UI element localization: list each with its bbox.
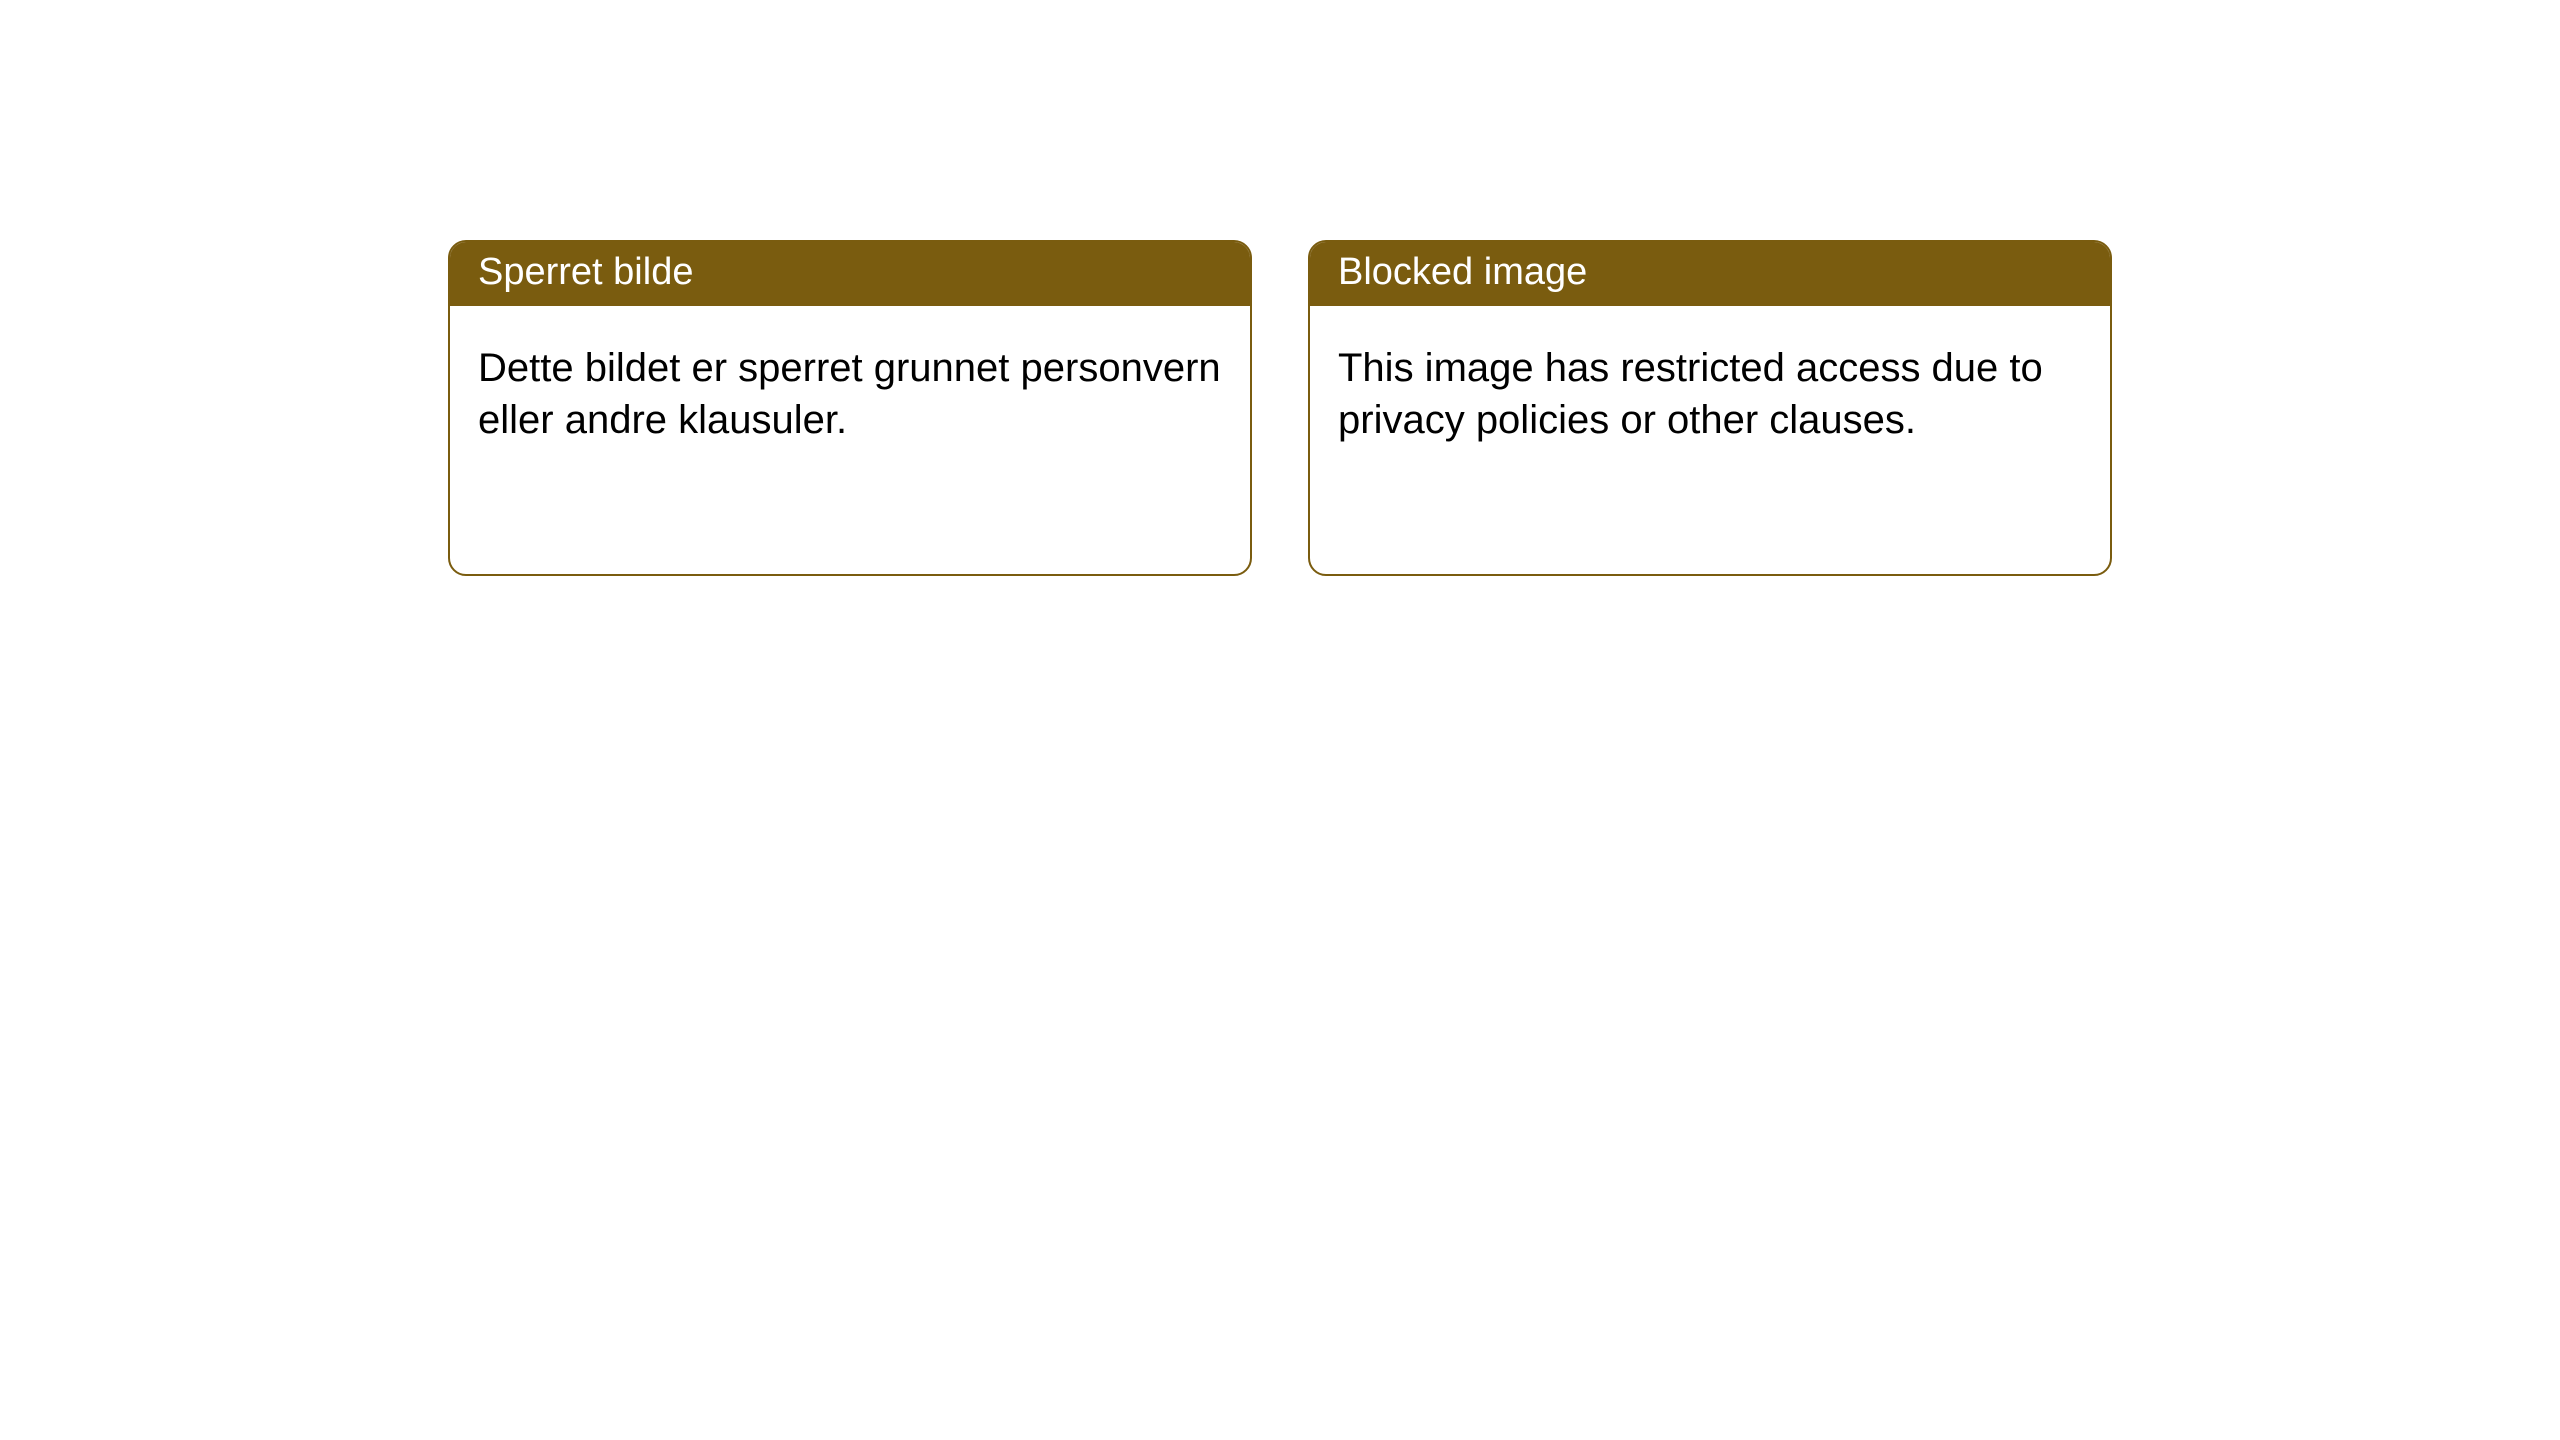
- notice-card-english: Blocked image This image has restricted …: [1308, 240, 2112, 576]
- notice-header: Blocked image: [1310, 242, 2110, 306]
- notice-card-norwegian: Sperret bilde Dette bildet er sperret gr…: [448, 240, 1252, 576]
- notice-container: Sperret bilde Dette bildet er sperret gr…: [0, 0, 2560, 576]
- notice-body: Dette bildet er sperret grunnet personve…: [450, 306, 1250, 484]
- notice-header: Sperret bilde: [450, 242, 1250, 306]
- notice-body: This image has restricted access due to …: [1310, 306, 2110, 484]
